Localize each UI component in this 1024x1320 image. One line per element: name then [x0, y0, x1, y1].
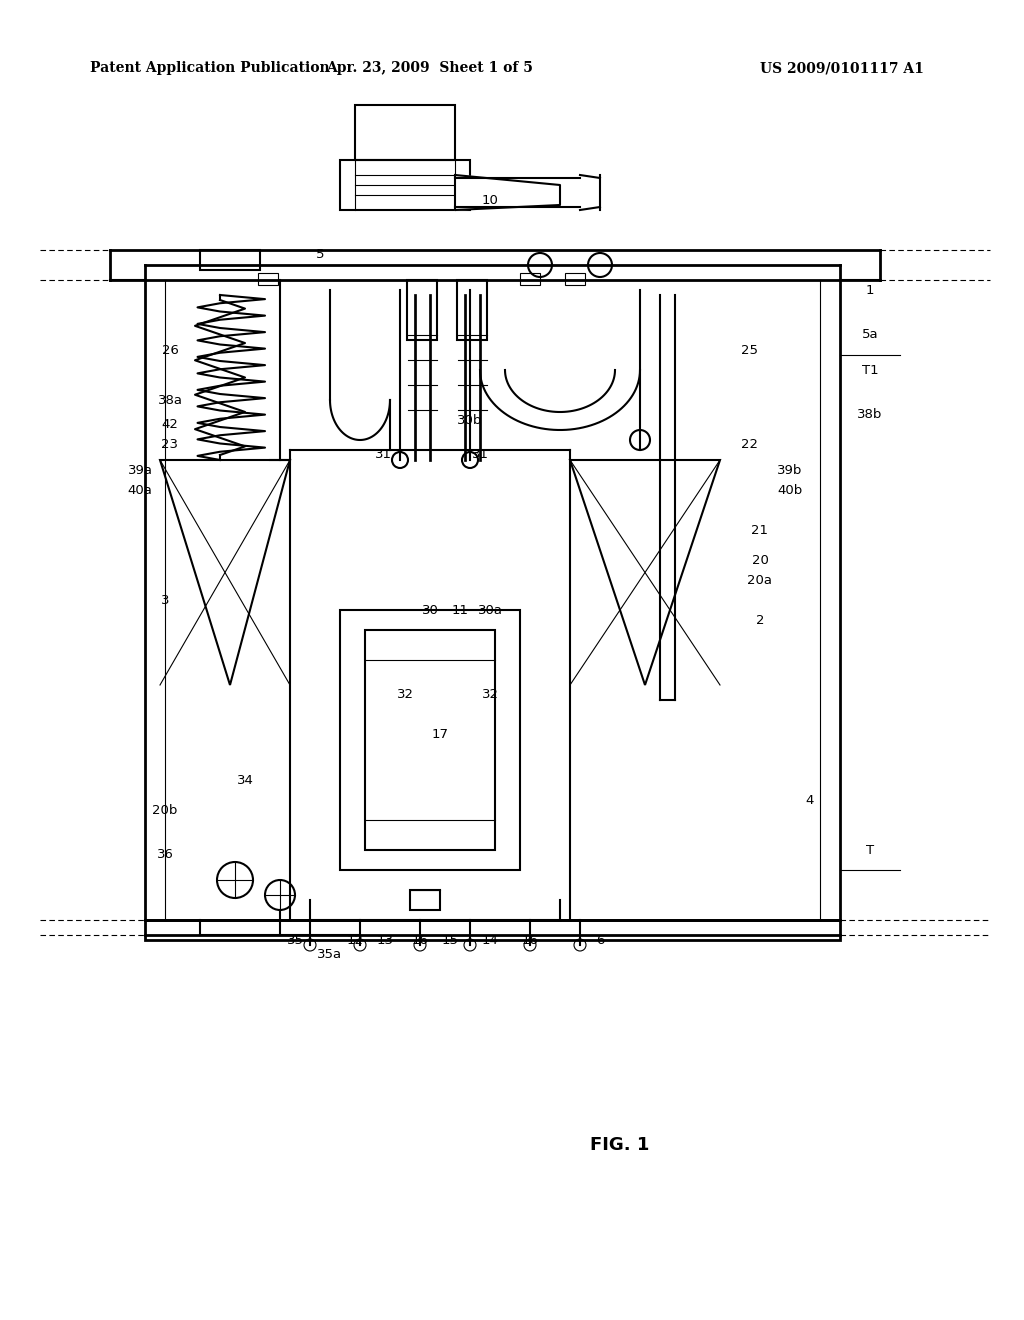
Text: 2: 2: [756, 614, 764, 627]
Bar: [258, 273, 278, 285]
Bar: [340, 610, 520, 870]
Text: FIG. 1: FIG. 1: [590, 1137, 649, 1154]
Bar: [365, 630, 495, 850]
Text: 34: 34: [237, 774, 253, 787]
Text: 40b: 40b: [777, 483, 803, 496]
Text: Patent Application Publication: Patent Application Publication: [90, 61, 330, 75]
Text: 39b: 39b: [777, 463, 803, 477]
Text: 38a: 38a: [158, 393, 182, 407]
Text: 20b: 20b: [153, 804, 178, 817]
Text: 4: 4: [806, 793, 814, 807]
Text: 39a: 39a: [128, 463, 153, 477]
Text: 30a: 30a: [477, 603, 503, 616]
Bar: [407, 280, 437, 341]
Text: 10: 10: [481, 194, 499, 206]
Text: 16: 16: [412, 933, 428, 946]
Bar: [145, 920, 840, 940]
Bar: [200, 249, 260, 271]
Bar: [457, 280, 487, 341]
Bar: [520, 273, 540, 285]
Text: 17: 17: [431, 729, 449, 742]
Text: 12: 12: [346, 933, 364, 946]
Text: 20a: 20a: [748, 573, 772, 586]
Text: 5a: 5a: [861, 329, 879, 342]
Text: 21: 21: [752, 524, 768, 536]
Text: 36: 36: [157, 849, 173, 862]
Text: 11: 11: [452, 603, 469, 616]
Text: 30: 30: [422, 603, 438, 616]
Text: 14: 14: [481, 933, 499, 946]
Bar: [565, 273, 585, 285]
Text: 6: 6: [596, 933, 604, 946]
Bar: [410, 890, 440, 909]
Bar: [355, 106, 455, 160]
Text: 5: 5: [315, 248, 325, 261]
Text: 40a: 40a: [128, 483, 153, 496]
Polygon shape: [455, 176, 560, 210]
Text: 26: 26: [162, 343, 178, 356]
Text: T: T: [866, 843, 874, 857]
Text: 30b: 30b: [458, 413, 482, 426]
Text: 22: 22: [741, 438, 759, 451]
Text: 32: 32: [396, 689, 414, 701]
Text: 31: 31: [471, 449, 488, 462]
Text: 13: 13: [377, 933, 393, 946]
Text: Apr. 23, 2009  Sheet 1 of 5: Apr. 23, 2009 Sheet 1 of 5: [327, 61, 534, 75]
Text: 32: 32: [481, 689, 499, 701]
Text: 3: 3: [161, 594, 169, 606]
Text: US 2009/0101117 A1: US 2009/0101117 A1: [760, 61, 924, 75]
Text: T1: T1: [861, 363, 879, 376]
Text: 42: 42: [162, 418, 178, 432]
Text: 31: 31: [375, 449, 391, 462]
Text: 20: 20: [752, 553, 768, 566]
Bar: [340, 160, 470, 210]
Text: 35: 35: [287, 933, 303, 946]
Text: 35a: 35a: [317, 949, 343, 961]
Text: 23: 23: [162, 438, 178, 451]
Text: 25: 25: [741, 343, 759, 356]
Text: 15: 15: [441, 933, 459, 946]
Text: 16: 16: [521, 933, 539, 946]
Text: 38b: 38b: [857, 408, 883, 421]
Text: 1: 1: [865, 284, 874, 297]
